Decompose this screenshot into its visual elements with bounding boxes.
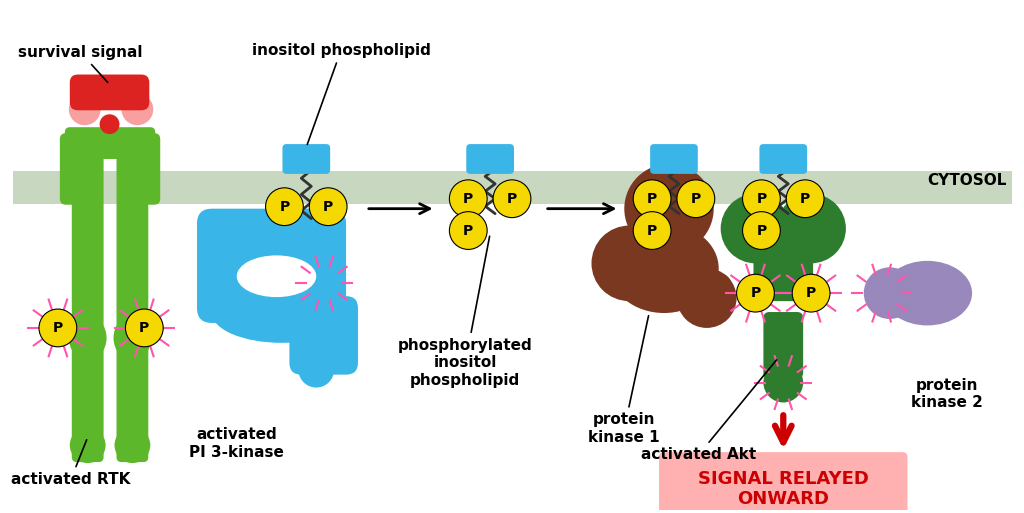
Text: P: P: [647, 192, 657, 206]
Text: P: P: [800, 192, 810, 206]
Circle shape: [592, 226, 667, 301]
Ellipse shape: [609, 224, 719, 313]
FancyBboxPatch shape: [659, 452, 907, 513]
Circle shape: [742, 180, 780, 218]
Ellipse shape: [237, 255, 316, 297]
FancyBboxPatch shape: [197, 209, 346, 323]
Circle shape: [793, 274, 830, 312]
FancyBboxPatch shape: [764, 312, 803, 379]
Circle shape: [633, 180, 671, 218]
FancyBboxPatch shape: [754, 211, 813, 301]
Ellipse shape: [883, 261, 972, 325]
FancyBboxPatch shape: [466, 144, 514, 174]
Text: CYTOSOL: CYTOSOL: [928, 173, 1007, 188]
FancyBboxPatch shape: [72, 134, 103, 462]
FancyBboxPatch shape: [70, 74, 150, 110]
Text: survival signal: survival signal: [18, 45, 142, 83]
Ellipse shape: [114, 315, 152, 360]
Text: activated
PI 3-kinase: activated PI 3-kinase: [189, 427, 285, 460]
Circle shape: [309, 188, 347, 226]
Circle shape: [625, 164, 714, 253]
Circle shape: [633, 212, 671, 249]
Circle shape: [700, 272, 732, 304]
Circle shape: [450, 212, 487, 249]
Text: protein
kinase 2: protein kinase 2: [911, 378, 983, 410]
Text: P: P: [463, 192, 473, 206]
Ellipse shape: [69, 315, 106, 360]
Text: P: P: [53, 321, 63, 335]
Circle shape: [99, 114, 120, 134]
FancyBboxPatch shape: [117, 134, 148, 462]
FancyBboxPatch shape: [290, 296, 358, 374]
FancyBboxPatch shape: [119, 133, 160, 205]
Text: protein
kinase 1: protein kinase 1: [589, 315, 660, 445]
Circle shape: [450, 180, 487, 218]
Text: P: P: [691, 192, 701, 206]
Circle shape: [736, 274, 774, 312]
FancyBboxPatch shape: [59, 133, 101, 205]
Circle shape: [494, 180, 530, 218]
Ellipse shape: [212, 283, 351, 343]
Circle shape: [298, 352, 334, 387]
Text: P: P: [280, 200, 290, 214]
Circle shape: [677, 268, 736, 328]
Ellipse shape: [753, 228, 814, 265]
Text: P: P: [647, 224, 657, 238]
Text: P: P: [806, 286, 816, 300]
Text: P: P: [323, 200, 333, 214]
Circle shape: [721, 194, 791, 263]
Circle shape: [864, 267, 915, 319]
Circle shape: [39, 309, 77, 347]
Text: P: P: [139, 321, 150, 335]
Text: activated Akt: activated Akt: [641, 360, 776, 462]
Text: SIGNAL RELAYED
ONWARD: SIGNAL RELAYED ONWARD: [697, 469, 868, 508]
Circle shape: [776, 194, 846, 263]
Circle shape: [265, 188, 303, 226]
Circle shape: [677, 180, 715, 218]
Circle shape: [764, 363, 803, 403]
FancyBboxPatch shape: [650, 144, 697, 174]
Circle shape: [70, 427, 105, 463]
Text: activated RTK: activated RTK: [11, 440, 130, 487]
Circle shape: [115, 427, 151, 463]
Text: inositol phospholipid: inositol phospholipid: [252, 43, 430, 145]
Text: P: P: [507, 192, 517, 206]
FancyBboxPatch shape: [283, 144, 330, 174]
Text: P: P: [463, 224, 473, 238]
Circle shape: [126, 309, 163, 347]
FancyBboxPatch shape: [65, 127, 156, 159]
Text: P: P: [757, 224, 767, 238]
Circle shape: [69, 93, 100, 125]
Text: P: P: [757, 192, 767, 206]
Circle shape: [742, 212, 780, 249]
FancyBboxPatch shape: [760, 144, 807, 174]
Circle shape: [122, 93, 154, 125]
Text: P: P: [751, 286, 761, 300]
Bar: [13, 171, 1012, 189]
Text: phosphorylated
inositol
phospholipid: phosphorylated inositol phospholipid: [398, 236, 532, 388]
Circle shape: [786, 180, 824, 218]
Bar: [13, 186, 1012, 204]
